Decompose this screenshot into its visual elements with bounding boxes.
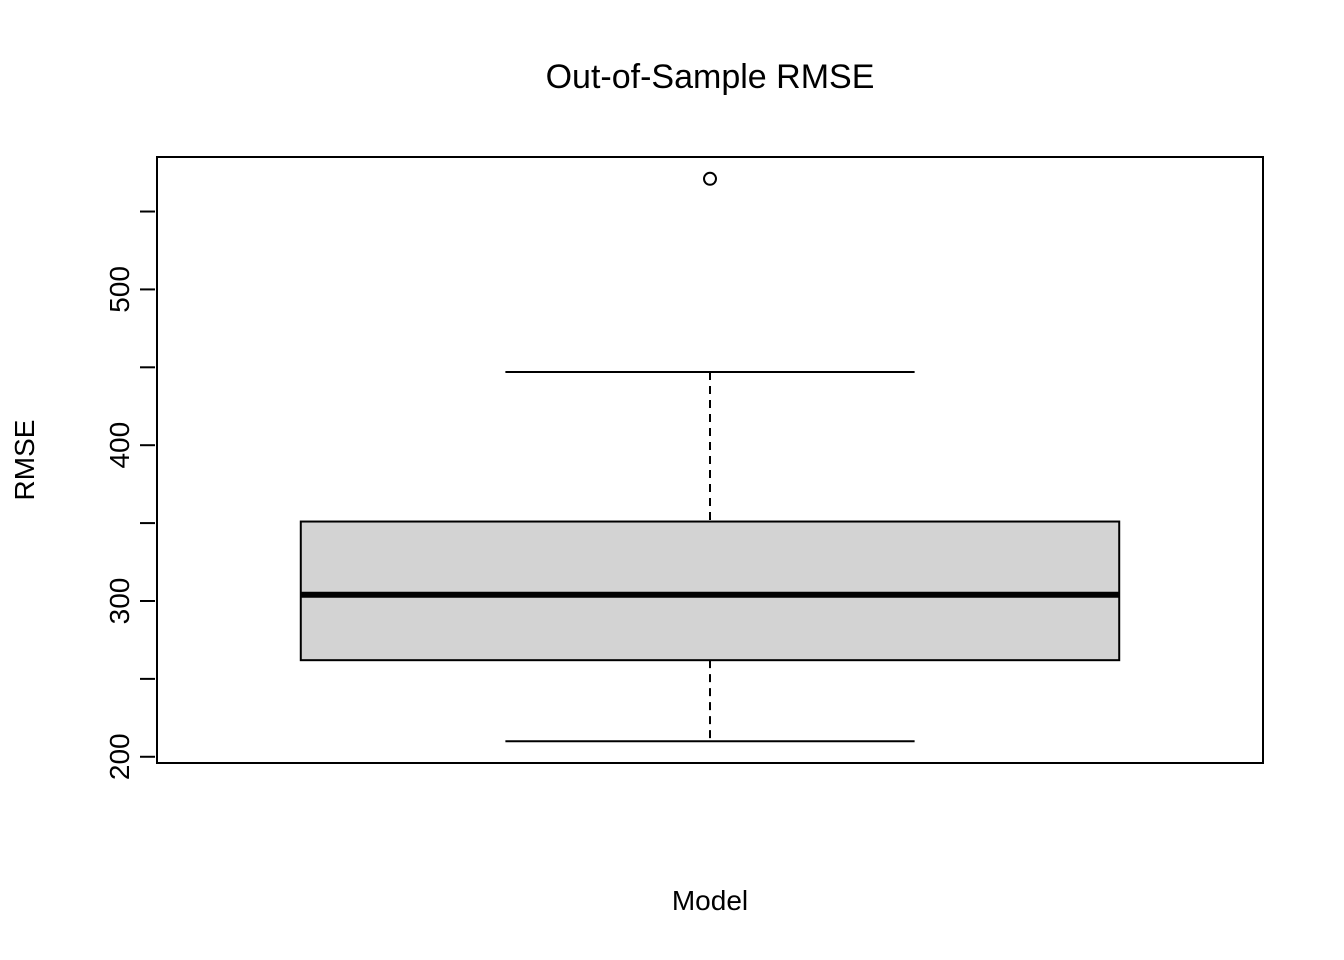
- y-tick-label: 400: [104, 422, 135, 469]
- y-tick-label: 500: [104, 266, 135, 313]
- chart-title: Out-of-Sample RMSE: [546, 58, 875, 96]
- iqr-box: [299, 520, 1121, 662]
- plot-frame: [156, 156, 1264, 764]
- y-axis-label: RMSE: [9, 420, 40, 501]
- outlier-point: [703, 171, 717, 186]
- y-axis: 200 300 400 500: [104, 210, 155, 780]
- box-layer: [299, 171, 1121, 743]
- y-tick-label: 300: [104, 578, 135, 625]
- x-axis-label: Model: [672, 885, 748, 916]
- y-tick-label: 200: [104, 733, 135, 780]
